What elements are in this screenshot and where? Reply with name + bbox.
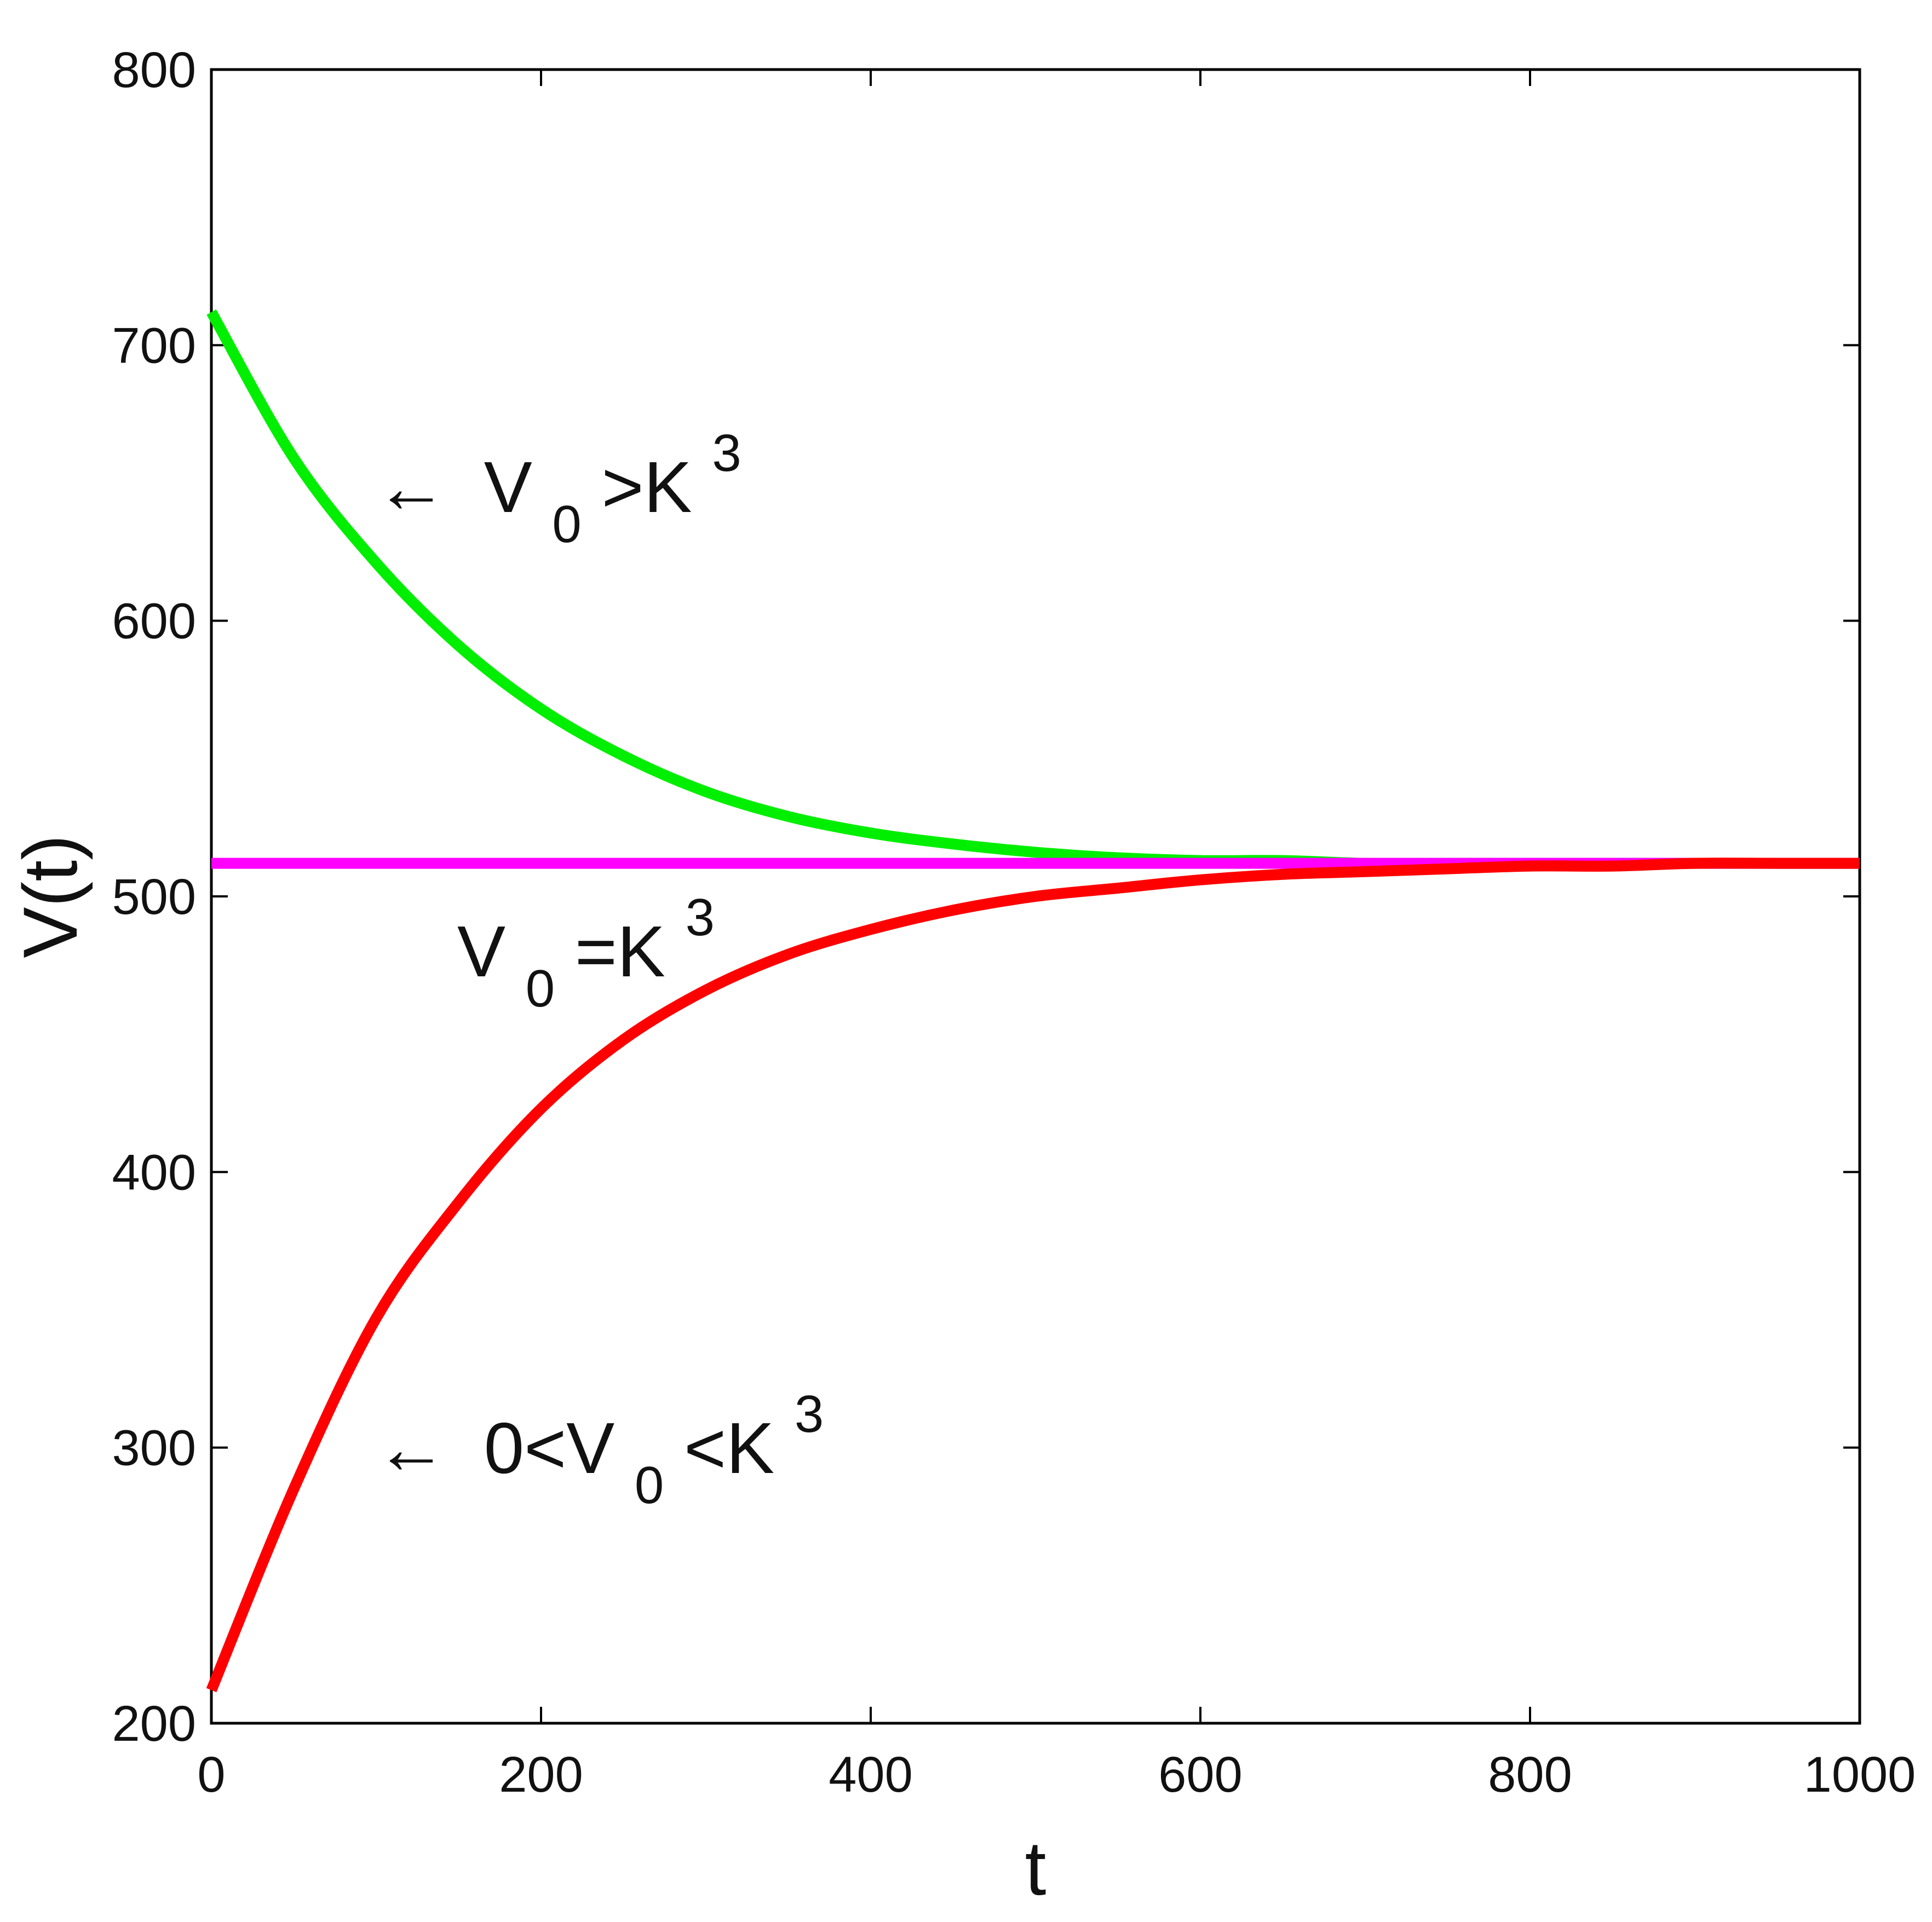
y-tick-label: 600 (112, 594, 197, 649)
series-line-red (206, 858, 1860, 1693)
y-tick-label: 200 (112, 1696, 197, 1752)
annotation-sub: 0 (526, 959, 555, 1018)
annotation-v0-greater: ← V 0 >K 3 (375, 424, 741, 557)
y-tick-label: 300 (112, 1420, 197, 1476)
x-tick-label: 600 (1158, 1747, 1243, 1803)
x-tick-label: 800 (1488, 1747, 1572, 1803)
y-tick-label: 500 (112, 869, 197, 925)
annotation-main: V (457, 911, 505, 992)
annotation-main: V (484, 447, 532, 527)
annotation-rel: =K (575, 911, 665, 992)
annotation-sub: 0 (552, 495, 581, 554)
y-tick-label: 400 (112, 1144, 197, 1200)
annotation-sup: 3 (686, 888, 715, 947)
x-tick-label: 1000 (1804, 1747, 1916, 1803)
annotation-v0-between: ← 0<V 0 <K 3 (375, 1385, 824, 1518)
annotation-v0-equal: V 0 =K 3 (457, 888, 715, 1022)
annotation-sub: 0 (635, 1456, 664, 1515)
x-tick-label: 200 (499, 1747, 583, 1803)
x-tick-label: 400 (829, 1747, 913, 1803)
y-tick-label: 700 (112, 318, 197, 373)
annotation-sup: 3 (712, 424, 741, 482)
annotation-rel: <K (684, 1408, 774, 1488)
annotation-pre: 0<V (484, 1408, 615, 1488)
series-line-green (206, 309, 1860, 869)
y-tick-label: 800 (112, 42, 197, 98)
x-axis-ticks: 0 200 400 600 800 1000 (197, 70, 1916, 1803)
left-arrow-icon: ← (375, 1408, 447, 1488)
y-axis-label: V(t) (7, 835, 93, 958)
annotation-sup: 3 (795, 1385, 824, 1443)
x-tick-label: 0 (197, 1747, 225, 1803)
x-axis-label: t (1025, 1825, 1046, 1911)
left-arrow-icon: ← (375, 447, 447, 527)
series-layer (206, 309, 1860, 1693)
annotation-rel: >K (602, 447, 692, 527)
